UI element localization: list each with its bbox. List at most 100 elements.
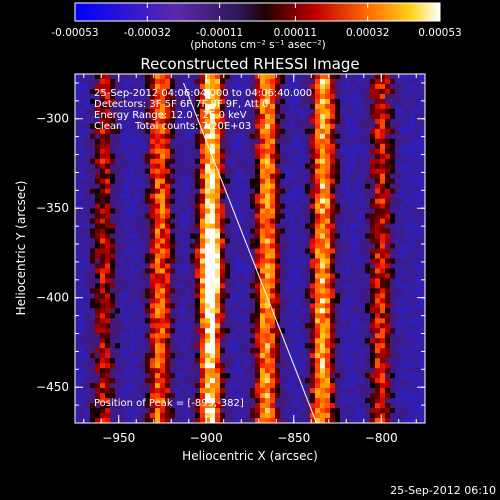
heatmap-cell <box>400 113 406 120</box>
heatmap-cell <box>345 318 351 324</box>
heatmap-cell <box>110 153 116 160</box>
heatmap-cell <box>215 258 221 264</box>
heatmap-cell <box>370 293 376 299</box>
heatmap-cell <box>365 303 371 309</box>
heatmap-cell <box>290 393 296 399</box>
heatmap-cell <box>75 283 81 289</box>
heatmap-cell <box>380 178 386 185</box>
heatmap-cell <box>180 383 186 389</box>
heatmap-cell <box>90 283 96 289</box>
heatmap-cell <box>85 273 91 279</box>
heatmap-cell <box>235 333 241 339</box>
heatmap-cell <box>250 268 256 274</box>
heatmap-cell <box>105 188 111 195</box>
heatmap-cell <box>120 198 126 205</box>
heatmap-cell <box>260 358 266 364</box>
heatmap-cell <box>115 243 121 249</box>
heatmap-cell <box>100 323 106 329</box>
heatmap-cell <box>320 413 326 419</box>
heatmap-cell <box>100 143 106 150</box>
heatmap-cell <box>190 163 196 170</box>
heatmap-cell <box>410 188 416 195</box>
heatmap-cell <box>415 103 421 110</box>
heatmap-cell <box>125 408 131 414</box>
y-tick-label: −400 <box>36 291 69 305</box>
heatmap-cell <box>115 258 121 264</box>
heatmap-cell <box>170 338 176 344</box>
heatmap-cell <box>125 213 131 219</box>
heatmap-cell <box>350 338 356 344</box>
heatmap-cell <box>160 243 166 249</box>
heatmap-cell <box>190 198 196 205</box>
heatmap-cell <box>90 98 96 105</box>
heatmap-cell <box>235 133 241 140</box>
heatmap-cell <box>150 173 156 180</box>
heatmap-cell <box>135 178 141 185</box>
heatmap-cell <box>400 378 406 384</box>
heatmap-cell <box>160 148 166 155</box>
heatmap-cell <box>130 74 136 80</box>
heatmap-cell <box>170 243 176 249</box>
heatmap-cell <box>320 168 326 175</box>
heatmap-cell <box>315 303 321 309</box>
heatmap-cell <box>380 123 386 130</box>
heatmap-cell <box>345 74 351 80</box>
heatmap-cell <box>175 338 181 344</box>
heatmap-cell <box>135 198 141 205</box>
heatmap-cell <box>130 93 136 100</box>
heatmap-cell <box>140 123 146 130</box>
heatmap-cell <box>305 308 311 314</box>
heatmap-cell <box>415 238 421 244</box>
heatmap-cell <box>355 78 361 85</box>
heatmap-cell <box>215 333 221 339</box>
heatmap-cell <box>195 328 201 334</box>
heatmap-cell <box>80 328 86 334</box>
heatmap-cell <box>300 74 306 80</box>
heatmap-cell <box>245 188 251 195</box>
heatmap-cell <box>200 143 206 150</box>
heatmap-cell <box>215 358 221 364</box>
heatmap-cell <box>115 218 121 224</box>
heatmap-cell <box>110 103 116 110</box>
heatmap-cell <box>90 168 96 175</box>
heatmap-cell <box>140 288 146 294</box>
limb-line <box>183 82 317 423</box>
heatmap-cell <box>420 218 425 224</box>
heatmap-cell <box>225 313 231 319</box>
heatmap-cell <box>140 148 146 155</box>
heatmap-cell <box>360 308 366 314</box>
heatmap-cell <box>150 343 156 349</box>
heatmap-cell <box>265 128 271 135</box>
heatmap-cell <box>130 323 136 329</box>
axis-ticks: −950 −900 −850 −800−450−400−350−300 <box>36 74 425 445</box>
heatmap-cell <box>95 378 101 384</box>
heatmap-cell <box>205 373 211 379</box>
heatmap-cell <box>295 293 301 299</box>
heatmap-cell <box>285 253 291 259</box>
heatmap-cell <box>95 298 101 304</box>
heatmap-cell <box>250 408 256 414</box>
heatmap-cell <box>120 178 126 185</box>
heatmap-cell <box>140 178 146 185</box>
heatmap-cell <box>260 88 266 95</box>
heatmap-cell <box>225 318 231 324</box>
heatmap-cell <box>205 388 211 394</box>
heatmap-cell <box>340 138 346 145</box>
heatmap-cell <box>345 178 351 185</box>
heatmap-cell <box>250 183 256 190</box>
heatmap-cell <box>180 83 186 90</box>
heatmap-cell <box>120 303 126 309</box>
heatmap-cell <box>300 243 306 249</box>
heatmap-cell <box>310 298 316 304</box>
heatmap-cell <box>380 273 386 279</box>
heatmap-cell <box>360 263 366 269</box>
heatmap-cell <box>250 78 256 85</box>
heatmap-cell <box>380 74 386 80</box>
heatmap-cell <box>145 383 151 389</box>
heatmap-cell <box>410 288 416 294</box>
heatmap-cell <box>280 268 286 274</box>
heatmap-cell <box>400 123 406 130</box>
heatmap-cell <box>120 93 126 100</box>
heatmap-cell <box>320 418 326 423</box>
heatmap-cell <box>210 348 216 354</box>
